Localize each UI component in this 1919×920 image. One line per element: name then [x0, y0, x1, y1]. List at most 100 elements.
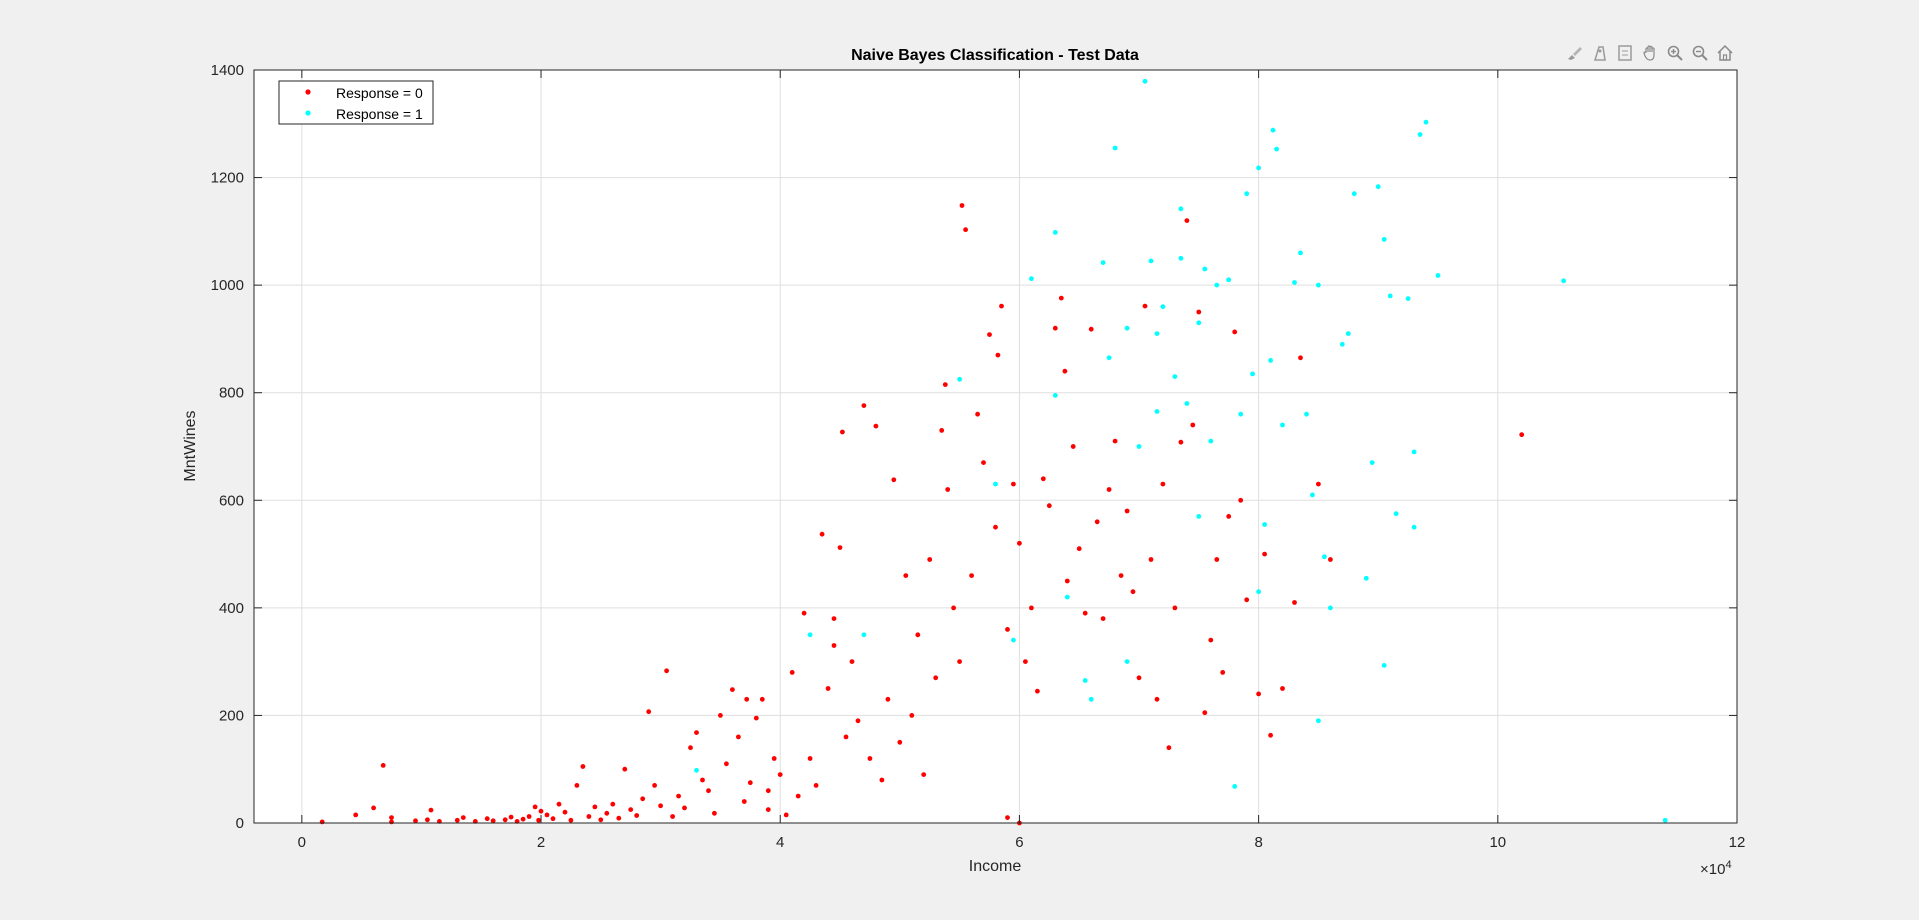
scatter-point-response-1	[1029, 276, 1034, 282]
scatter-point-response-0	[759, 696, 765, 702]
scatter-point-response-0	[801, 610, 807, 616]
scatter-point-response-1	[1292, 280, 1297, 285]
scatter-point-response-0	[502, 817, 508, 823]
scatter-point-response-0	[1005, 627, 1010, 632]
scatter-point-response-1	[1274, 146, 1279, 152]
scatter-point-response-0	[999, 303, 1004, 309]
scatter-point-response-0	[413, 818, 418, 824]
scatter-point-response-1	[1316, 282, 1321, 288]
scatter-point-response-1	[1351, 191, 1357, 197]
scatter-point-response-1	[1256, 589, 1261, 595]
scatter-point-response-0	[927, 557, 933, 562]
x-tick-label: 0	[298, 834, 306, 851]
zoom-in-icon[interactable]	[1664, 42, 1686, 64]
axes-frame	[253, 69, 1738, 824]
y-tick-label: 600	[219, 492, 244, 509]
scatter-point-response-1	[1310, 492, 1315, 498]
scatter-point-response-1	[1339, 341, 1345, 347]
legend[interactable]: Response = 0 Response = 1	[278, 80, 434, 125]
scatter-point-response-0	[831, 616, 837, 621]
scatter-point-response-0	[744, 696, 750, 702]
scatter-point-response-1	[1196, 320, 1202, 326]
scatter-point-response-1	[1435, 273, 1441, 278]
scatter-point-response-1	[1196, 514, 1202, 519]
scatter-point-response-0	[604, 810, 610, 816]
scatter-point-response-0	[753, 715, 759, 721]
data-cursor-icon[interactable]	[1614, 42, 1636, 64]
scatter-point-response-0	[1519, 432, 1525, 438]
scatter-point-response-0	[646, 709, 652, 715]
scatter-point-response-0	[942, 382, 948, 387]
scatter-point-response-0	[783, 812, 789, 818]
scatter-point-response-1	[1214, 282, 1220, 288]
scatter-point-response-0	[867, 756, 873, 761]
scatter-point-response-0	[909, 713, 915, 718]
scatter-point-response-0	[897, 739, 903, 745]
home-icon[interactable]	[1714, 42, 1736, 64]
y-tick-label: 0	[236, 815, 244, 832]
scatter-point-response-1	[1411, 524, 1417, 530]
scatter-point-response-0	[1136, 675, 1142, 681]
scatter-point-response-0	[1328, 557, 1333, 562]
scatter-point-response-0	[975, 411, 980, 417]
zoom-out-icon[interactable]	[1689, 42, 1711, 64]
scatter-point-response-0	[389, 815, 394, 820]
legend-marker-response-1	[305, 110, 311, 116]
scatter-point-response-0	[616, 815, 622, 821]
scatter-point-response-0	[1202, 710, 1208, 716]
pan-hand-icon[interactable]	[1639, 42, 1661, 64]
scatter-point-response-1	[1154, 409, 1160, 414]
scatter-point-response-0	[1292, 600, 1297, 605]
scatter-point-response-1	[1387, 293, 1393, 299]
scatter-point-response-0	[1005, 815, 1010, 820]
scatter-point-response-0	[993, 524, 998, 530]
x-tick-label: 12	[1729, 834, 1746, 851]
scatter-point-response-0	[353, 812, 359, 818]
scatter-point-response-1	[1381, 237, 1387, 242]
datatips-icon[interactable]	[1589, 42, 1611, 64]
scatter-point-response-0	[670, 814, 675, 819]
scatter-point-response-0	[652, 783, 657, 788]
scatter-point-response-1	[1298, 250, 1303, 256]
scatter-point-response-0	[1052, 325, 1058, 331]
scatter-point-response-0	[526, 814, 532, 819]
scatter-point-response-0	[490, 818, 496, 824]
scatter-point-response-0	[777, 772, 783, 777]
scatter-point-response-0	[963, 227, 968, 233]
scatter-point-response-0	[1062, 368, 1068, 374]
scatter-point-response-0	[556, 801, 562, 807]
scatter-point-response-1	[1124, 325, 1130, 331]
scatter-point-response-0	[658, 803, 663, 809]
scatter-point-response-0	[1076, 546, 1082, 552]
scatter-point-response-0	[849, 659, 855, 664]
scatter-point-response-0	[915, 632, 921, 638]
scatter-point-response-0	[1070, 444, 1076, 449]
scatter-point-response-0	[676, 793, 681, 799]
scatter-point-response-0	[903, 573, 909, 578]
y-tick-label: 200	[219, 707, 244, 724]
scatter-point-response-0	[981, 460, 986, 465]
scatter-point-response-1	[1208, 438, 1214, 444]
scatter-point-response-1	[1256, 165, 1261, 171]
scatter-point-response-0	[1178, 439, 1184, 445]
axes-background[interactable]	[253, 69, 1738, 824]
scatter-point-response-0	[1214, 557, 1220, 562]
scatter-point-response-0	[562, 809, 568, 815]
scatter-point-response-1	[1172, 374, 1178, 379]
scatter-point-response-1	[1088, 696, 1094, 702]
x-tick-label: 4	[776, 834, 784, 851]
scatter-point-response-1	[1270, 127, 1276, 133]
scatter-point-response-0	[700, 777, 705, 783]
scatter-point-response-0	[628, 807, 634, 812]
scatter-point-response-0	[508, 814, 514, 820]
scatter-point-response-0	[380, 763, 386, 768]
scatter-point-response-1	[1052, 230, 1058, 235]
scatter-point-response-0	[741, 799, 747, 804]
scatter-point-response-0	[885, 696, 891, 702]
scatter-point-response-1	[1363, 575, 1369, 581]
brush-icon[interactable]	[1564, 42, 1586, 64]
scatter-point-response-0	[861, 403, 867, 408]
scatter-point-response-0	[1082, 610, 1088, 616]
scatter-point-response-0	[640, 796, 646, 802]
